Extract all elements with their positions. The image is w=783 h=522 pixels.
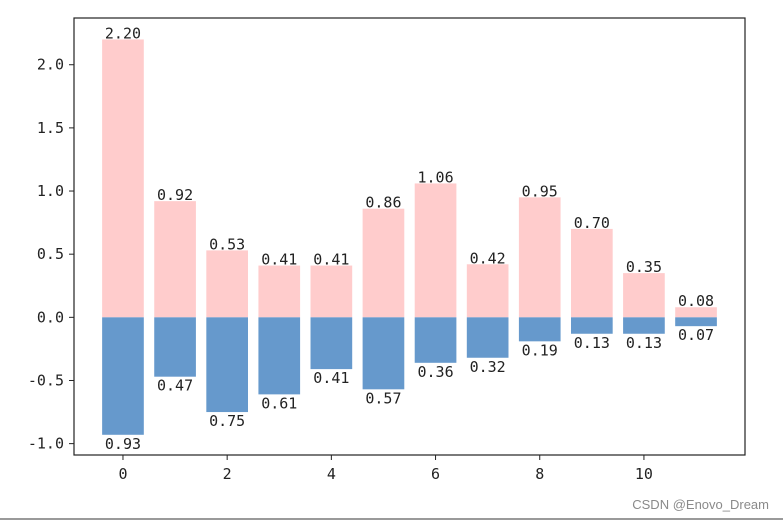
x-tick-label-2: 4	[327, 465, 336, 483]
negative-bar-label-10: 0.13	[626, 334, 662, 352]
positive-bar-8	[518, 197, 561, 318]
positive-bar-3	[258, 265, 301, 318]
bars-layer	[102, 39, 717, 435]
negative-bar-10	[623, 317, 665, 334]
negative-bar-6	[414, 317, 457, 363]
negative-bar-8	[518, 317, 561, 342]
positive-bar-label-0: 2.20	[105, 24, 141, 42]
data-labels-layer: 2.20 0.92 0.53 0.41 0.41 0.86 1.06 0.42 0.95 0.70…	[105, 24, 714, 452]
negative-bar-9	[571, 317, 613, 334]
negative-bar-label-0: 0.93	[105, 435, 141, 453]
negative-bar-5	[362, 317, 405, 390]
x-tick-label-1: 2	[223, 465, 232, 483]
negative-bar-4	[310, 317, 353, 370]
negative-bar-label-3: 0.61	[261, 394, 297, 412]
y-tick-label-0: -1.0	[28, 435, 64, 453]
positive-bar-6	[414, 183, 457, 318]
positive-bar-label-11: 0.08	[678, 292, 714, 310]
negative-bar-2	[206, 317, 248, 413]
positive-bar-label-5: 0.86	[365, 194, 401, 212]
x-tick-label-5: 10	[635, 465, 653, 483]
watermark-text: CSDN @Enovo_Dream	[632, 497, 769, 512]
negative-bar-label-11: 0.07	[678, 326, 714, 344]
negative-bar-label-6: 0.36	[417, 363, 453, 381]
axes-layer: 0 2 4 6 8 10 -1.0 -0.5 0.0 0.5 1.0 1.5 2.0	[28, 17, 746, 483]
positive-bar-0	[102, 39, 144, 318]
positive-bar-11	[675, 307, 717, 318]
positive-bar-label-9: 0.70	[574, 214, 610, 232]
positive-bar-label-1: 0.92	[157, 186, 193, 204]
y-tick-label-1: -0.5	[28, 371, 64, 389]
positive-bar-label-6: 1.06	[417, 168, 453, 186]
negative-bar-label-8: 0.19	[522, 341, 558, 359]
y-tick-label-2: 0.0	[37, 308, 64, 326]
y-tick-label-3: 0.5	[37, 245, 64, 263]
negative-bar-label-4: 0.41	[313, 369, 349, 387]
negative-bar-label-9: 0.13	[574, 334, 610, 352]
positive-bar-1	[154, 201, 196, 318]
x-tick-label-3: 6	[431, 465, 440, 483]
negative-bar-3	[258, 317, 301, 395]
negative-bar-11	[675, 317, 717, 327]
positive-bar-label-3: 0.41	[261, 251, 297, 269]
positive-bar-label-7: 0.42	[470, 249, 506, 267]
y-tick-label-4: 1.0	[37, 182, 64, 200]
positive-bar-2	[206, 250, 248, 318]
y-tick-label-6: 2.0	[37, 56, 64, 74]
negative-bar-7	[466, 317, 509, 358]
positive-bar-label-10: 0.35	[626, 258, 662, 276]
x-tick-label-4: 8	[535, 465, 544, 483]
positive-bar-7	[466, 264, 509, 318]
negative-bar-label-5: 0.57	[365, 389, 401, 407]
positive-bar-label-8: 0.95	[522, 182, 558, 200]
negative-bar-0	[102, 317, 144, 435]
axes-frame	[73, 17, 746, 456]
positive-bar-label-2: 0.53	[209, 235, 245, 253]
negative-bar-label-7: 0.32	[470, 358, 506, 376]
negative-bar-label-1: 0.47	[157, 377, 193, 395]
positive-bar-label-4: 0.41	[313, 251, 349, 269]
positive-bar-4	[310, 265, 353, 318]
negative-bar-label-2: 0.75	[209, 412, 245, 430]
negative-bar-1	[154, 317, 196, 377]
x-tick-label-0: 0	[118, 465, 127, 483]
positive-bar-5	[362, 208, 405, 318]
y-tick-label-5: 1.5	[37, 119, 64, 137]
bottom-divider	[0, 518, 783, 520]
positive-bar-9	[571, 228, 613, 318]
positive-bar-10	[623, 273, 665, 318]
